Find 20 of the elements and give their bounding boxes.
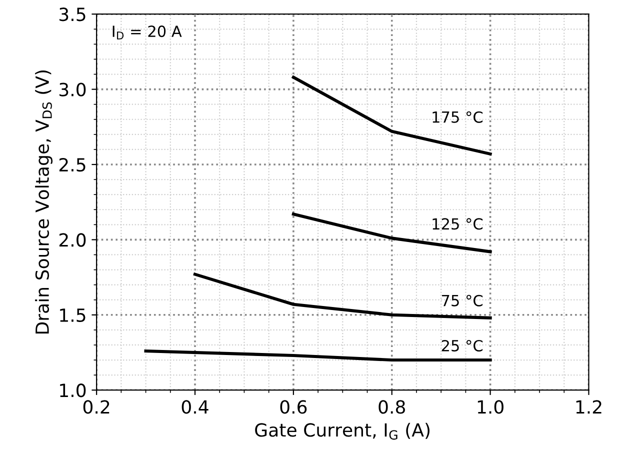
y-tick-label: 3.0 bbox=[60, 82, 86, 96]
y-tick-label: 2.5 bbox=[59, 158, 86, 172]
x-tick-label: 0.6 bbox=[280, 400, 307, 414]
y-tick-label: 2.0 bbox=[59, 233, 86, 247]
x-tick-label: 0.4 bbox=[182, 400, 208, 414]
series-label: 75 °C bbox=[442, 294, 483, 306]
y-tick-label: 1.0 bbox=[60, 384, 86, 398]
x-axis-title: Gate Current, I$_{G}$ (A) bbox=[255, 422, 430, 440]
x-tick-label: 1.0 bbox=[478, 400, 504, 414]
y-tick-label: 3.5 bbox=[60, 8, 86, 22]
x-tick-label: 1.2 bbox=[576, 400, 602, 414]
line-series bbox=[193, 272, 492, 320]
y-axis-title: Drain Source Voltage, V$_{DS}$ (V) bbox=[35, 70, 53, 334]
x-tick-label: 0.8 bbox=[378, 400, 405, 414]
series-label: 175 °C bbox=[432, 111, 483, 123]
annotation: I$_{D}$ = 20 A bbox=[112, 26, 182, 40]
y-tick-label: 1.5 bbox=[60, 308, 86, 322]
series-label: 25 °C bbox=[442, 340, 483, 352]
x-tick-label: 0.2 bbox=[83, 400, 110, 414]
series-label: 125 °C bbox=[432, 218, 483, 230]
